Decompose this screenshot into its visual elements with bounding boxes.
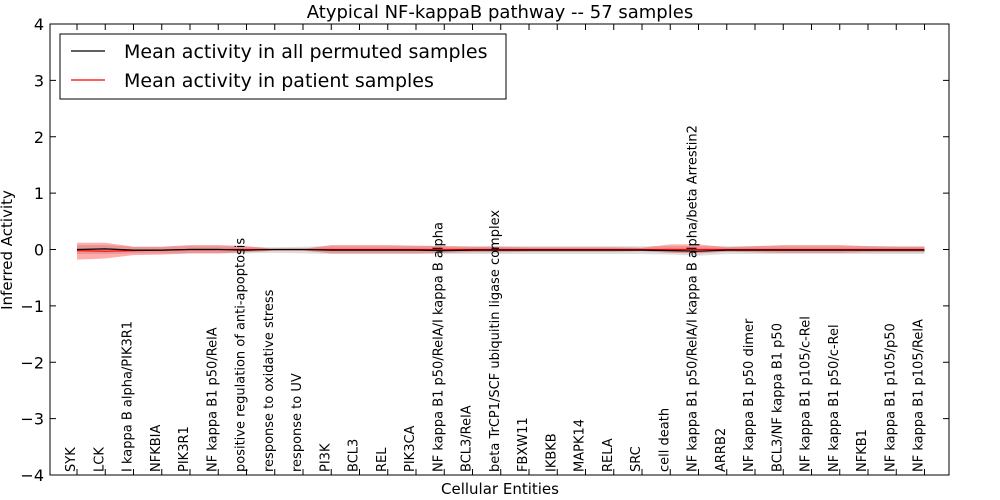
x-tick-label: beta TrCP1/SCF ubiquitin ligase complex: [488, 210, 503, 472]
x-tick-label: NF kappa B1 p50/c-Rel: [827, 324, 842, 472]
x-axis: SYK LCK I kappa B alpha/PIK3R1 NFKBIA PIK3R1…: [64, 24, 927, 475]
legend-label-patient: Mean activity in patient samples: [124, 70, 434, 92]
x-tick-label: NF kappa B1 p105/p50: [883, 323, 898, 472]
x-tick-label: NFKB1: [855, 429, 870, 472]
x-tick-label: SRC: [629, 446, 644, 472]
legend-box: [59, 33, 507, 100]
y-axis-label: Inferred Activity: [0, 190, 16, 310]
x-tick-label: BCL3/NF kappa B1 p50: [770, 323, 785, 472]
x-tick-label: PIK3R1: [177, 426, 192, 472]
chart-title: Atypical NF-kappaB pathway -- 57 samples: [307, 2, 693, 23]
y-tick-label: 0: [34, 241, 44, 260]
y-tick-label: 4: [34, 15, 44, 34]
x-tick-label: NF kappa B1 p105/RelA: [912, 319, 927, 472]
x-tick-label: NF kappa B1 p50/RelA: [205, 327, 220, 472]
y-tick-label: 3: [34, 71, 44, 90]
legend-label-permuted: Mean activity in all permuted samples: [124, 41, 487, 63]
x-tick-label: ARRB2: [714, 428, 729, 472]
x-tick-label: NF kappa B1 p50/RelA/I kappa B alpha/bet…: [686, 125, 701, 472]
y-tick-label: −4: [20, 466, 44, 485]
y-tick-label: 2: [34, 128, 44, 147]
y-tick-label: −2: [20, 353, 44, 372]
series-lines: [76, 248, 925, 252]
x-tick-label: NF kappa B1 p50/RelA/I kappa B alpha: [431, 222, 446, 472]
x-tick-label: NFKBIA: [149, 425, 164, 472]
x-tick-label: PIK3CA: [403, 425, 418, 472]
x-tick-label: MAPK14: [573, 419, 588, 472]
x-axis-label: Cellular Entities: [441, 480, 559, 498]
series-line-permuted: [76, 248, 925, 252]
x-tick-label: BCL3/RelA: [460, 405, 475, 472]
x-tick-label: RELA: [601, 438, 616, 472]
legend: Mean activity in all permuted samples Me…: [59, 33, 507, 100]
y-tick-label: −1: [20, 297, 44, 316]
x-tick-label: SYK: [64, 447, 79, 472]
x-tick-label: IKBKB: [544, 433, 559, 472]
y-tick-label: 1: [34, 184, 44, 203]
x-tick-label: PI3K: [318, 443, 333, 472]
x-tick-label: FBXW11: [516, 417, 531, 472]
x-tick-label: response to oxidative stress: [262, 289, 277, 472]
y-tick-label: −3: [20, 410, 44, 429]
x-tick-label: NF kappa B1 p50 dimer: [742, 318, 757, 472]
band-patient: [77, 242, 925, 260]
y-axis: −4 −3 −2 −1 0 1 2 3 4: [20, 15, 949, 485]
x-tick-label: BCL3: [347, 439, 362, 472]
x-tick-label: response to UV: [290, 373, 305, 472]
x-tick-label: LCK: [92, 447, 107, 472]
x-tick-label: I kappa B alpha/PIK3R1: [121, 321, 136, 472]
x-tick-label: positive regulation of anti-apoptosis: [234, 238, 249, 472]
x-tick-label: REL: [375, 447, 390, 472]
x-tick-label: NF kappa B1 p105/c-Rel: [799, 316, 814, 472]
x-tick-label: cell death: [657, 408, 672, 472]
